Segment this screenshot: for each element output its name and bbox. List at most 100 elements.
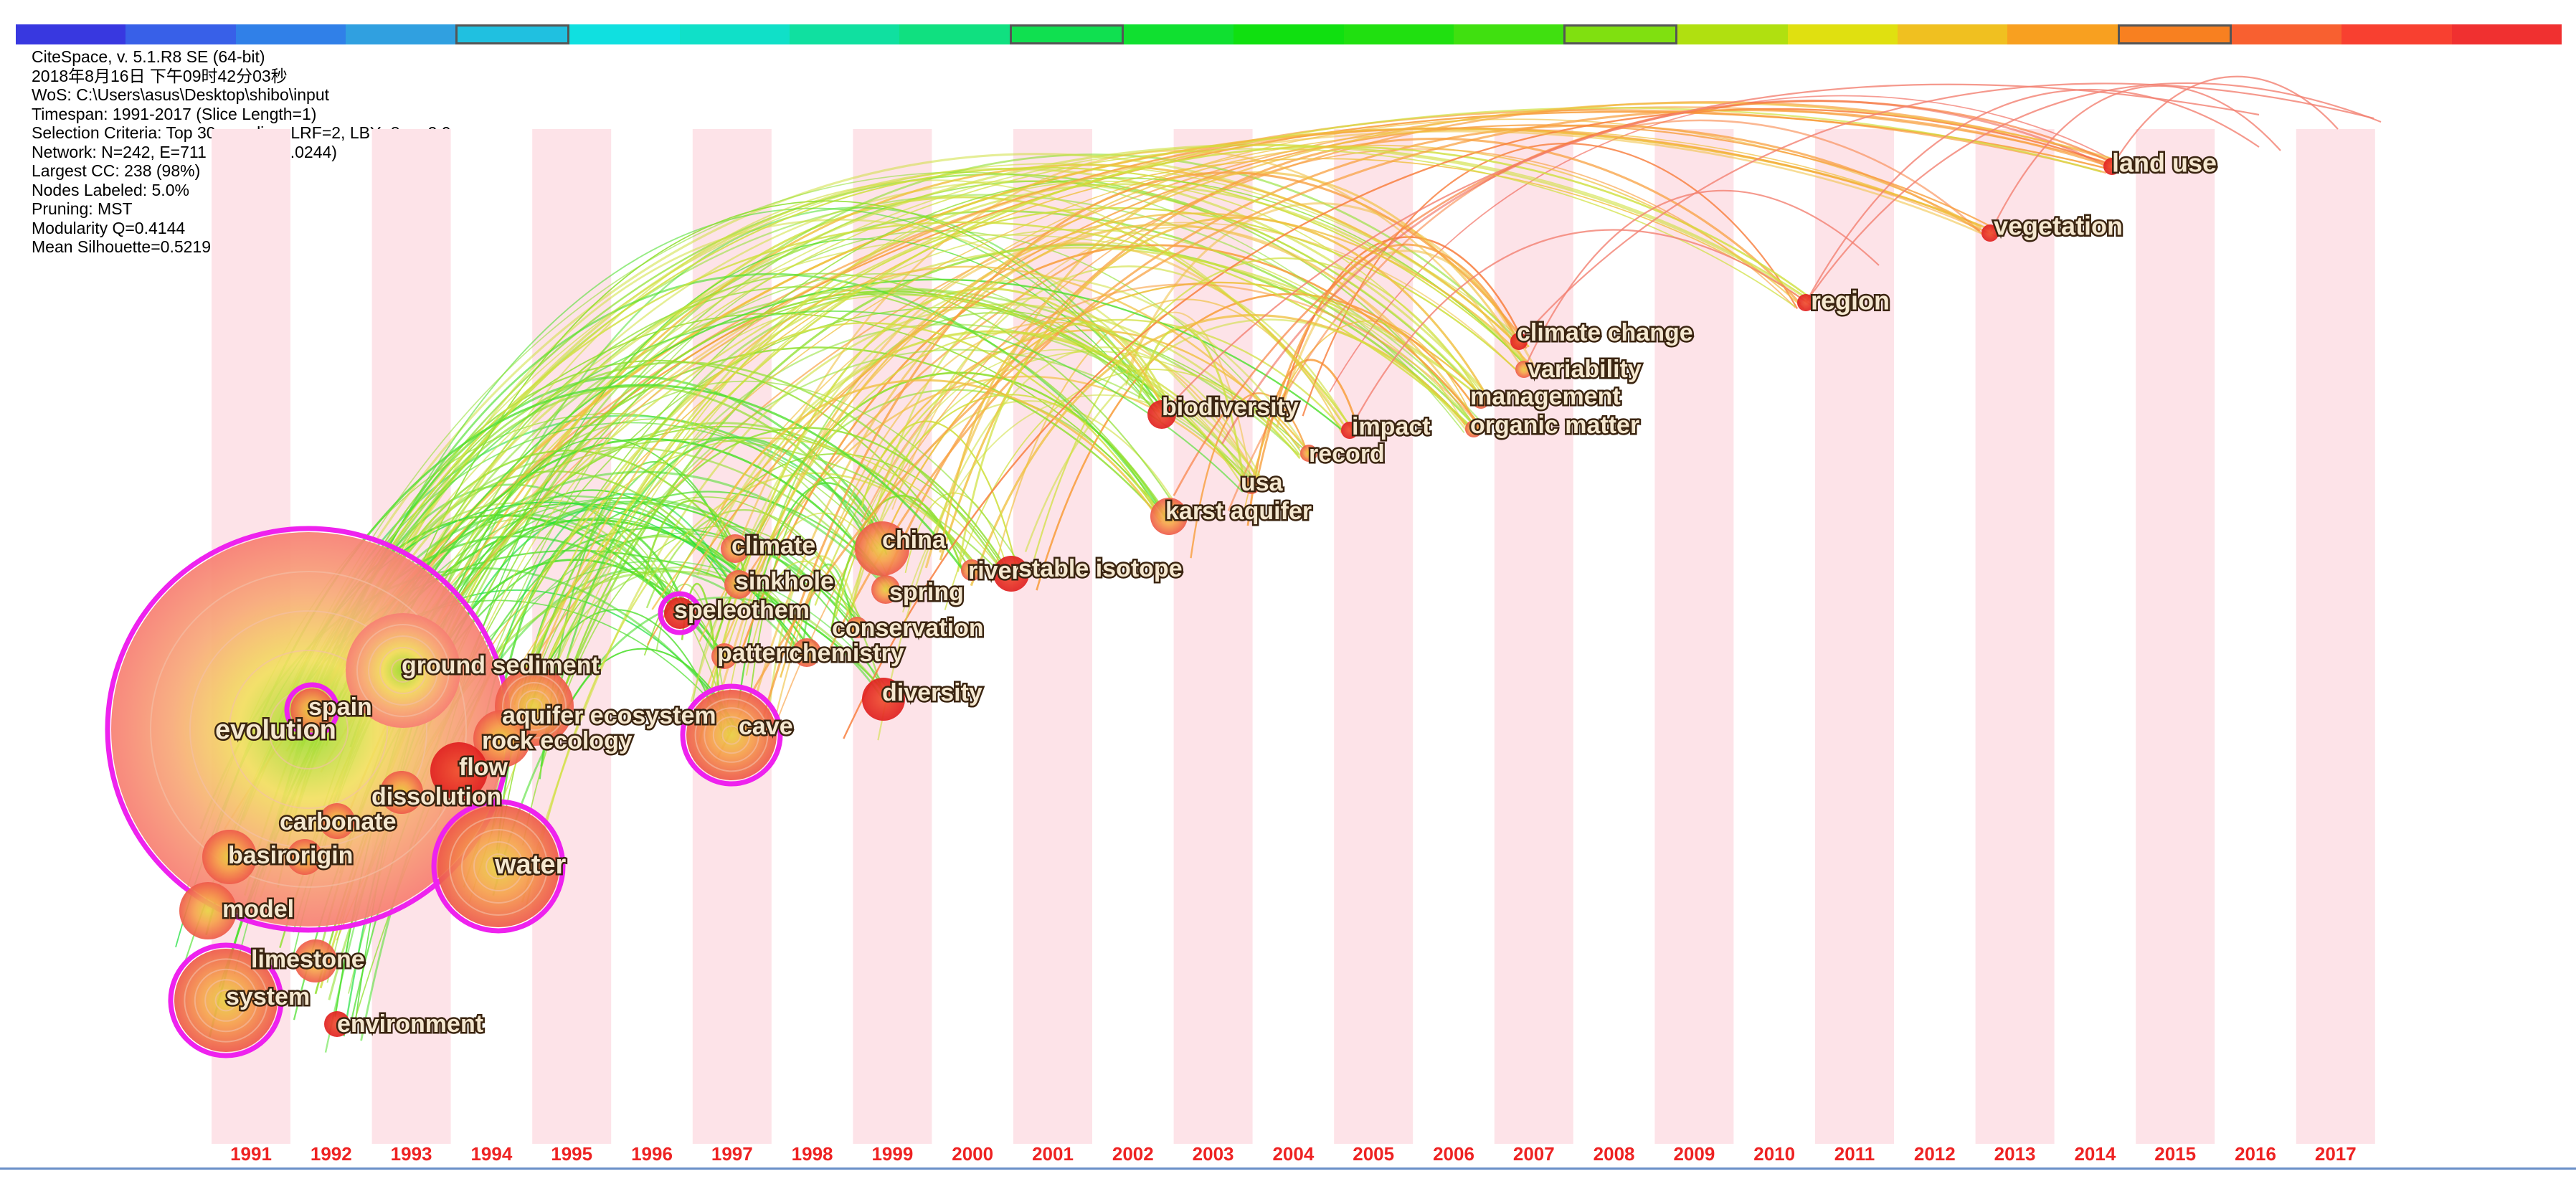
keyword-node (287, 839, 323, 875)
year-label: 2014 (2074, 1143, 2116, 1165)
legend-swatch (1787, 24, 1898, 44)
node-ring-inner (368, 635, 438, 706)
node-ring-inner (194, 968, 258, 1033)
node-ring-inner (502, 674, 567, 739)
node-ring-inner (510, 682, 559, 731)
keyword-label: environment (337, 1010, 483, 1038)
keyword-node (1472, 392, 1490, 409)
node-ring-inner (694, 698, 769, 772)
keyword-node (284, 682, 340, 738)
link-curve (1523, 189, 1880, 370)
legend-swatch (1343, 24, 1454, 44)
year-label: 1991 (230, 1143, 272, 1165)
node-disc (993, 556, 1029, 592)
info-line: Modularity Q=0.4144 (32, 218, 186, 237)
keyword-label: flow (459, 754, 508, 781)
keyword-label: climate change (1517, 319, 1693, 346)
node-ring-inner (150, 571, 467, 888)
keyword-label: management (1470, 383, 1621, 410)
keyword-label: model (222, 896, 294, 923)
keyword-node (473, 710, 531, 767)
year-label: 2010 (1753, 1143, 1795, 1165)
node-disc (430, 742, 488, 800)
legend-swatch (2117, 24, 2232, 44)
legend-swatch (679, 24, 790, 44)
year-band (1654, 129, 1734, 1144)
keyword-node (294, 939, 337, 982)
link-curve (1036, 293, 1473, 591)
keyword-label: river (968, 557, 1021, 584)
link-curve (731, 149, 1523, 563)
node-disc (287, 839, 323, 875)
node-ring-inner (229, 650, 388, 809)
keyword-node (179, 882, 237, 939)
keyword-node (1981, 224, 1999, 242)
year-label: 2006 (1433, 1143, 1474, 1165)
keyword-label: origin (285, 842, 353, 869)
info-line: WoS: C:\Users\asus\Desktop\shibo\input (32, 85, 330, 104)
node-disc (1243, 477, 1260, 494)
year-band (2136, 129, 2215, 1144)
node-disc (2103, 158, 2121, 175)
node-disc (1510, 333, 1528, 350)
keyword-label: climate (731, 532, 815, 559)
keyword-node (1150, 498, 1188, 535)
keyword-label: chemistry (789, 640, 904, 667)
node-disc (855, 521, 909, 576)
legend-swatch (899, 24, 1010, 44)
keyword-node (711, 643, 737, 669)
link-curve (328, 179, 1343, 812)
node-disc (1300, 445, 1317, 462)
node-ring-inner (461, 829, 536, 904)
year-label: 2005 (1353, 1143, 1394, 1165)
keyword-node (431, 799, 566, 934)
year-label: 2012 (1914, 1143, 1956, 1165)
year-band (1975, 129, 2055, 1144)
year-label: 2011 (1834, 1143, 1875, 1165)
node-disc (686, 690, 777, 780)
link-curve (746, 101, 2111, 578)
link-curve (477, 437, 1007, 702)
node-ring-inner (712, 716, 751, 754)
keyword-node (961, 559, 982, 581)
legend-swatch (2007, 24, 2118, 44)
link-curve (1137, 326, 1245, 480)
node-disc (1472, 392, 1490, 409)
year-label: 2017 (2315, 1143, 2357, 1165)
keyword-node (319, 803, 355, 839)
legend-swatch (1233, 24, 1344, 44)
node-ring-inner (518, 690, 551, 723)
keyword-node (862, 678, 905, 721)
legend-swatch (16, 24, 126, 44)
node-disc (846, 617, 868, 638)
keyword-node (380, 771, 423, 814)
keyword-node (792, 638, 821, 667)
keyword-label: carbonate (280, 808, 397, 835)
link-curve (1349, 229, 1808, 431)
link-curve (1805, 89, 2260, 303)
year-label: 1997 (711, 1143, 753, 1165)
link-curve (348, 144, 1808, 701)
link-curve (546, 427, 1009, 747)
keyword-label: rock ecology (482, 727, 633, 754)
link-curve (1989, 85, 2281, 234)
info-line: Pruning: MST (32, 199, 133, 218)
keyword-label: karst aquifer (1165, 498, 1312, 525)
keyword-node (430, 742, 488, 800)
keyword-node (993, 556, 1029, 592)
legend-swatch (1677, 24, 1788, 44)
keyword-label: conservation (832, 615, 984, 642)
node-disc (862, 678, 905, 721)
keyword-label: impact (1352, 413, 1431, 440)
node-disc (202, 830, 257, 884)
keyword-node (855, 521, 909, 576)
year-band (1815, 129, 1894, 1144)
link-curve (713, 331, 1248, 693)
keyword-label: organic matter (1470, 412, 1639, 439)
node-disc (346, 613, 460, 728)
keyword-label: stable isotope (1018, 555, 1183, 582)
year-label: 2015 (2154, 1143, 2196, 1165)
info-line: Largest CC: 238 (98%) (32, 161, 201, 180)
